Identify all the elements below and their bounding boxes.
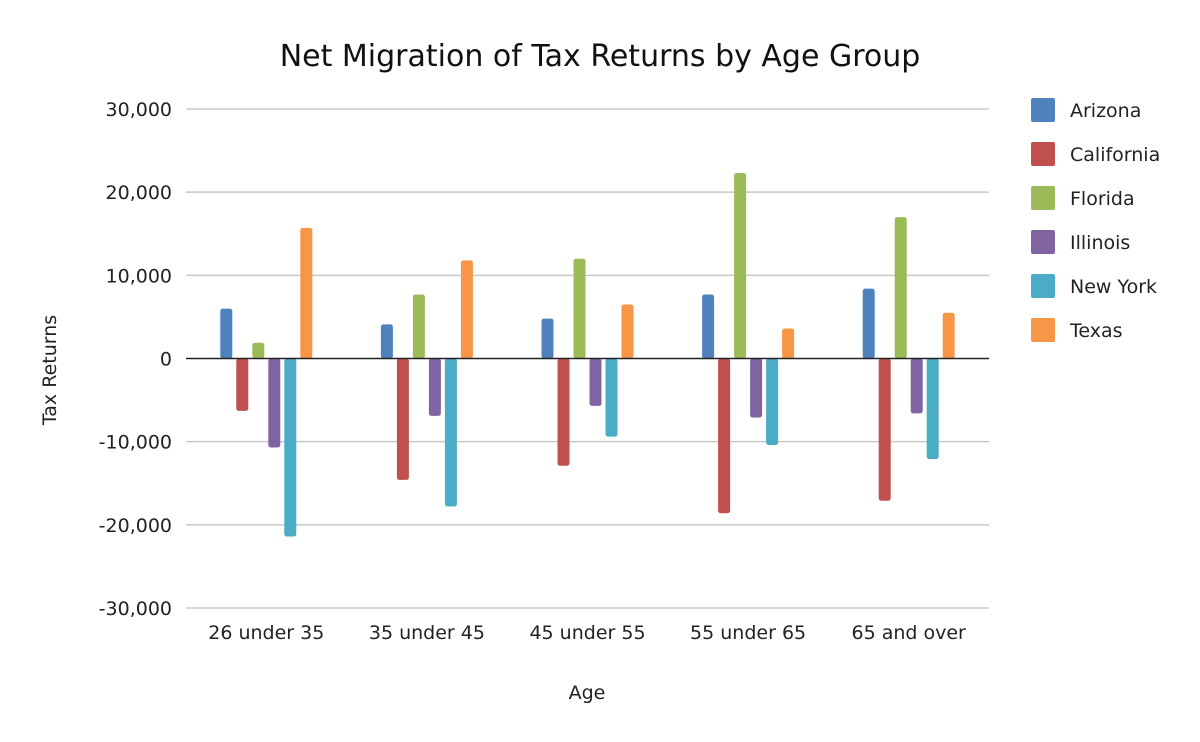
bar-california [396,358,409,480]
y-tick-label: 10,000 [106,265,172,287]
x-axis-tick-labels: 26 under 35 35 under 45 45 under 55 55 unde… [208,622,966,644]
legend-label: Arizona [1070,100,1141,122]
bar-new-york [766,358,779,445]
x-tick-label: 65 and over [852,622,967,644]
bar-arizona [702,294,715,359]
y-tick-label: -30,000 [99,598,172,620]
chart-title: Net Migration of Tax Returns by Age Grou… [280,39,921,74]
x-tick-label: 26 under 35 [208,622,324,644]
bar-florida [412,294,425,359]
y-axis-tick-labels: 30,000 20,000 10,000 0 -10,000 -20,000 -30,000 [99,99,172,620]
bar-arizona [220,308,233,359]
bar-illinois [428,358,441,416]
legend-label: California [1070,144,1160,166]
bar-florida [894,217,907,359]
legend-swatch [1031,274,1055,298]
y-tick-label: 30,000 [106,99,172,121]
gridlines [186,108,989,609]
bar-arizona [862,288,875,359]
bar-california [718,358,731,514]
y-tick-label: -20,000 [99,515,172,537]
x-axis-title: Age [569,682,606,704]
bar-illinois [589,358,602,406]
bar-florida [252,342,265,359]
y-tick-label: -10,000 [99,432,172,454]
legend-swatch [1031,186,1055,210]
x-tick-label: 35 under 45 [369,622,485,644]
bar-illinois [910,358,923,414]
bar-texas [300,227,313,359]
y-axis-title: Tax Returns [39,315,61,426]
bar-new-york [605,358,618,437]
bar-florida [573,258,586,359]
x-tick-label: 45 under 55 [529,622,645,644]
bar-texas [460,260,473,359]
bar-texas [942,312,955,359]
bars [220,173,955,537]
x-tick-label: 55 under 65 [690,622,806,644]
legend-swatch [1031,318,1055,342]
y-tick-label: 0 [160,349,172,371]
bar-texas [782,328,795,359]
legend-label: Illinois [1070,232,1130,254]
bar-new-york [926,358,939,460]
bar-illinois [750,358,763,418]
legend: Arizona California Florida Illinois New York… [1031,98,1160,342]
legend-swatch [1031,98,1055,122]
bar-illinois [268,358,281,448]
bar-new-york [444,358,457,507]
legend-label: Texas [1069,320,1123,342]
bar-california [236,358,249,411]
legend-label: Florida [1070,188,1135,210]
legend-swatch [1031,142,1055,166]
bar-texas [621,304,634,359]
legend-label: New York [1070,276,1157,298]
bar-arizona [380,324,393,359]
bar-florida [734,173,747,359]
legend-swatch [1031,230,1055,254]
bar-california [557,358,570,466]
y-tick-label: 20,000 [106,182,172,204]
bar-new-york [284,358,297,537]
bar-arizona [541,318,554,359]
bar-california [878,358,891,501]
